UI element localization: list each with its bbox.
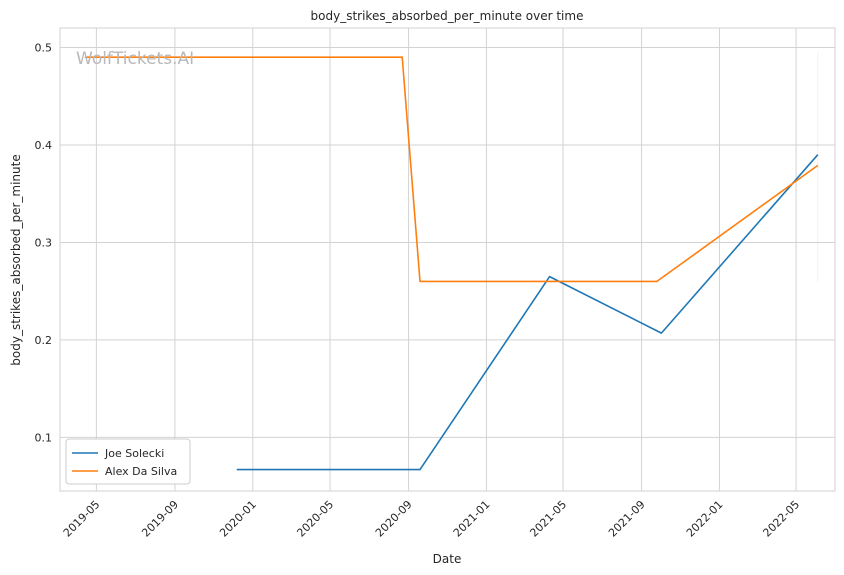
y-tick-label: 0.3	[35, 236, 53, 249]
chart-title: body_strikes_absorbed_per_minute over ti…	[311, 9, 584, 23]
x-tick-labels: 2019-05 2019-09 2020-01 2020-05 2020-09 2021-…	[61, 498, 802, 540]
x-tick-label: 2021-05	[527, 498, 569, 540]
legend-label-joe-solecki: Joe Solecki	[104, 447, 164, 460]
y-tick-label: 0.5	[35, 41, 53, 54]
x-tick-label: 2021-09	[606, 498, 648, 540]
y-tick-label: 0.4	[35, 139, 53, 152]
x-tick-label: 2022-01	[684, 498, 726, 540]
grid	[60, 28, 835, 491]
x-axis-title: Date	[433, 552, 462, 566]
y-tick-label: 0.2	[35, 334, 53, 347]
series-lines	[84, 56, 819, 471]
y-tick-labels: 0.1 0.2 0.3 0.4 0.5	[35, 41, 53, 444]
x-tick-label: 2020-01	[217, 498, 259, 540]
x-tick-label: 2020-05	[294, 498, 336, 540]
x-tick-label: 2022-05	[760, 498, 802, 540]
y-tick-label: 0.1	[35, 431, 53, 444]
x-tick-label: 2019-05	[61, 498, 103, 540]
x-tick-label: 2021-01	[451, 498, 493, 540]
legend-label-alex-da-silva: Alex Da Silva	[105, 465, 177, 478]
x-tick-label: 2019-09	[139, 498, 181, 540]
plot-area	[59, 27, 836, 492]
y-axis-title: body_strikes_absorbed_per_minute	[9, 154, 23, 365]
x-tick-label: 2020-09	[373, 498, 415, 540]
series-line-joe-solecki	[236, 154, 819, 471]
watermark: WolfTickets.AI	[76, 49, 194, 69]
series-line-alex-da-silva	[84, 56, 819, 283]
legend-box	[65, 438, 191, 485]
legend: Joe Solecki Alex Da Silva	[65, 438, 191, 485]
